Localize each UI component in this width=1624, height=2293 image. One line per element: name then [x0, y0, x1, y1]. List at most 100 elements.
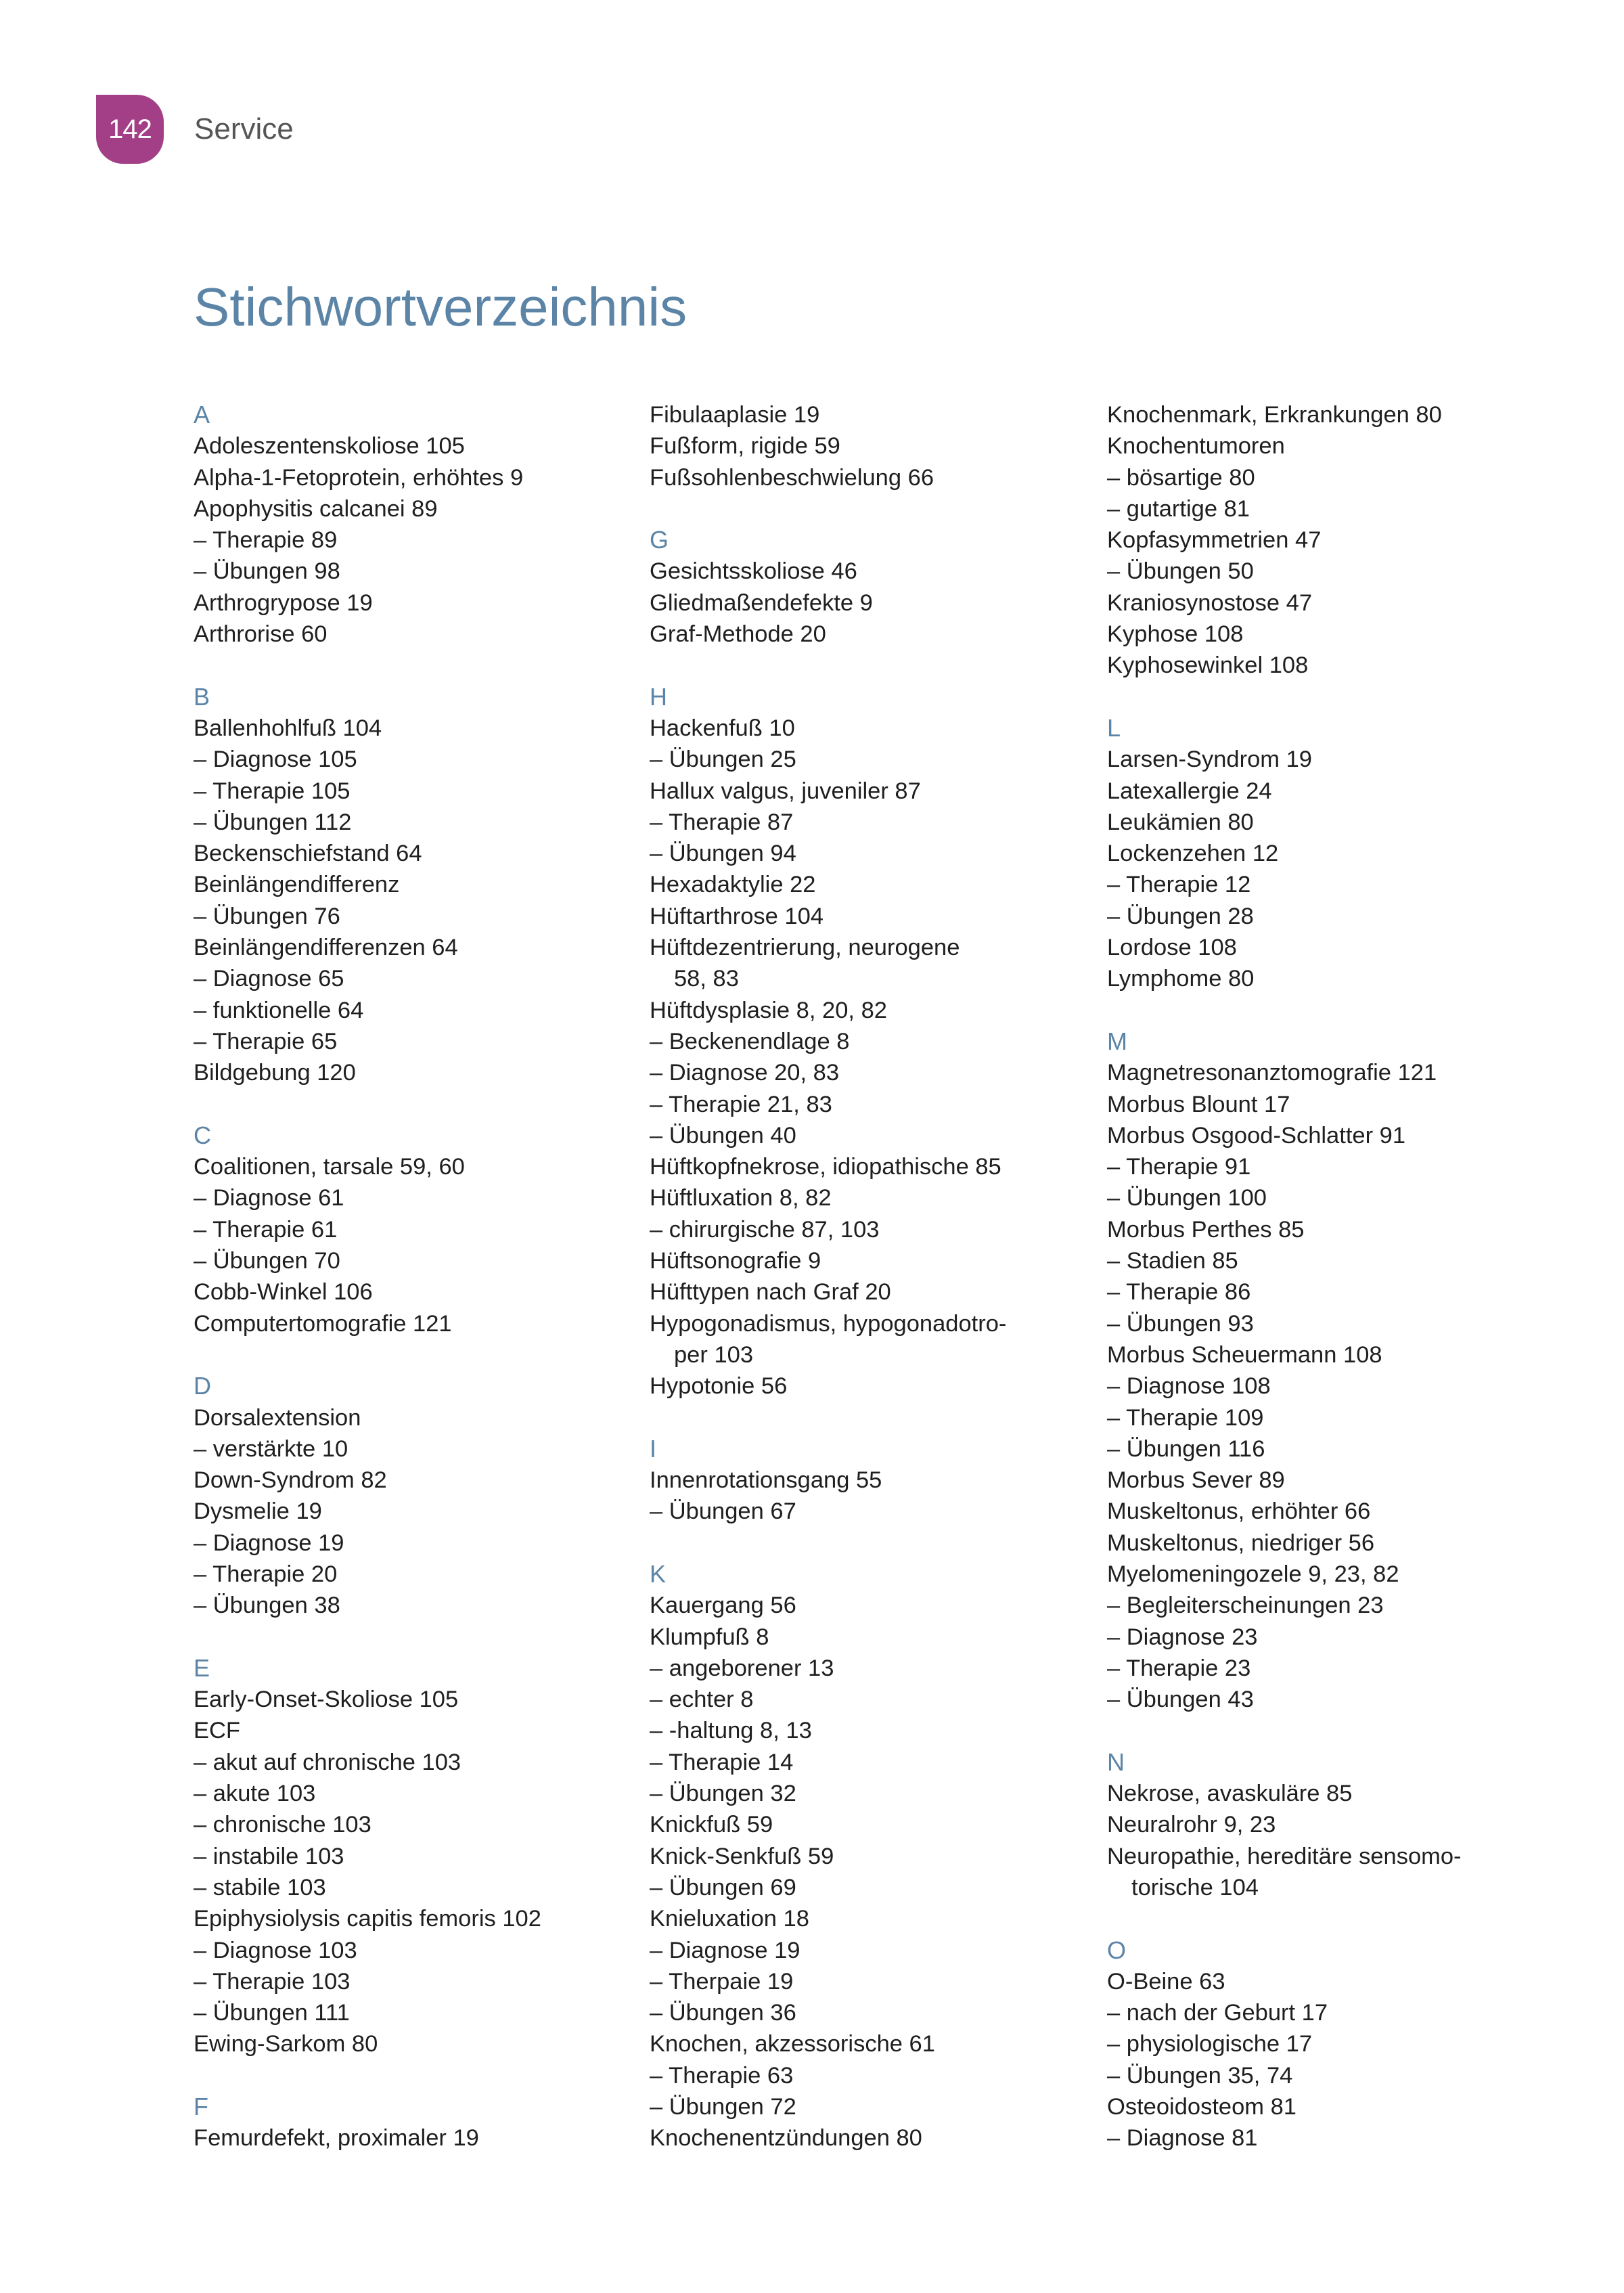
index-subentry: – Diagnose 19: [194, 1530, 344, 1556]
index-entry: Kyphose 108: [1107, 621, 1244, 648]
index-subentry: – Übungen 36: [650, 2000, 796, 2026]
index-subentry: – Übungen 94: [650, 841, 796, 867]
index-entry: Hackenfuß 10: [650, 715, 795, 741]
index-entry: Innenrotationsgang 55: [650, 1467, 882, 1494]
index-entry: Neuropathie, hereditäre sensomo-: [1107, 1843, 1462, 1869]
index-entry: Cobb-Winkel 106: [194, 1279, 373, 1306]
group-gap: [650, 493, 1069, 525]
index-subentry: – Diagnose 61: [194, 1185, 344, 1211]
index-subentry: – gutartige 81: [1107, 495, 1250, 522]
index-entry: Latexallergie 24: [1107, 778, 1272, 804]
index-entry: Hallux valgus, juveniler 87: [650, 778, 921, 804]
index-subentry: – bösartige 80: [1107, 464, 1255, 491]
page-number: 142: [108, 114, 152, 144]
index-entry: Morbus Osgood-Schlatter 91: [1107, 1122, 1406, 1149]
group-gap: [1107, 1715, 1527, 1746]
index-entry: Morbus Blount 17: [1107, 1091, 1290, 1117]
index-entry: Bildgebung 120: [194, 1060, 356, 1086]
index-subentry: – nach der Geburt 17: [1107, 2000, 1328, 2026]
index-subentry: – Übungen 70: [194, 1248, 340, 1274]
index-subentry: – Therapie 89: [194, 527, 338, 554]
index-entry: Hüftluxation 8, 82: [650, 1185, 832, 1211]
index-column: A Adoleszentenskoliose 105 Alpha-1-Fetopro…: [194, 399, 613, 2154]
index-subentry: – chirurgische 87, 103: [650, 1216, 880, 1243]
index-entry: Apophysitis calcanei 89: [194, 495, 438, 522]
index-entry: Beckenschiefstand 64: [194, 841, 422, 867]
index-letter-heading: F: [194, 2093, 208, 2121]
index-subentry: – Therapie 86: [1107, 1279, 1251, 1306]
index-subentry: – Übungen 69: [650, 1874, 796, 1900]
index-entry: Knochen, akzessorische 61: [650, 2031, 935, 2057]
index-subentry: – Übungen 93: [1107, 1310, 1254, 1337]
index-subentry: – physiologische 17: [1107, 2031, 1313, 2057]
index-entry: Knieluxation 18: [650, 1906, 809, 1932]
index-entry: Osteoidosteom 81: [1107, 2094, 1296, 2120]
index-subentry: – akute 103: [194, 1781, 316, 1807]
index-subentry: – Übungen 111: [194, 2000, 350, 2026]
index-subentry: – Übungen 72: [650, 2094, 796, 2120]
group-gap: [650, 1528, 1069, 1559]
index-entry: Alpha-1-Fetoprotein, erhöhtes 9: [194, 464, 524, 491]
index-subentry: – Übungen 43: [1107, 1687, 1254, 1713]
index-subentry: – Diagnose 105: [194, 747, 357, 773]
index-entry: Hüftsonografie 9: [650, 1248, 821, 1274]
index-subentry: – chronische 103: [194, 1812, 371, 1838]
index-entry: ECF: [194, 1718, 240, 1744]
index-entry: Beinlängendifferenzen 64: [194, 935, 458, 961]
index-subentry: – angeborener 13: [650, 1655, 834, 1681]
index-entry: Fußsohlenbeschwielung 66: [650, 464, 934, 491]
index-entry: Hexadaktylie 22: [650, 872, 816, 898]
index-subentry: – Therapie 103: [194, 1968, 351, 1995]
index-subentry: – Übungen 50: [1107, 558, 1254, 585]
index-subentry: – verstärkte 10: [194, 1435, 348, 1462]
index-subentry: – Übungen 67: [650, 1498, 796, 1525]
index-letter-heading: B: [194, 682, 210, 711]
page-title: Stichwortverzeichnis: [194, 277, 687, 337]
index-entry: Morbus Sever 89: [1107, 1467, 1285, 1494]
index-entry: Fußform, rigide 59: [650, 433, 840, 460]
index-entry: Leukämien 80: [1107, 809, 1254, 835]
index-subentry: – Therapie 20: [194, 1561, 338, 1587]
index-letter-heading: E: [194, 1653, 210, 1682]
index-entry: Nekrose, avaskuläre 85: [1107, 1781, 1353, 1807]
index-entry: Morbus Scheuermann 108: [1107, 1341, 1382, 1368]
index-subentry: – Therapie 23: [1107, 1655, 1251, 1681]
index-entry: Hüftdezentrierung, neurogene: [650, 935, 960, 961]
index-subentry: – Übungen 116: [1107, 1435, 1265, 1462]
index-subentry: – Diagnose 19: [650, 1937, 800, 1963]
index-entry: Hüftdysplasie 8, 20, 82: [650, 997, 887, 1023]
index-letter-heading: I: [650, 1434, 657, 1463]
index-entry: Muskeltonus, niedriger 56: [1107, 1530, 1375, 1556]
group-gap: [1107, 682, 1527, 713]
index-subentry: – Therapie 65: [194, 1028, 338, 1054]
index-subentry: – Diagnose 108: [1107, 1373, 1271, 1400]
index-entry: Coalitionen, tarsale 59, 60: [194, 1154, 465, 1180]
group-gap: [650, 1402, 1069, 1433]
group-gap: [650, 650, 1069, 681]
index-entry: Gesichtsskoliose 46: [650, 558, 857, 585]
index-subentry: – Stadien 85: [1107, 1248, 1238, 1274]
index-entry: Ewing-Sarkom 80: [194, 2031, 378, 2057]
index-letter-heading: C: [194, 1121, 211, 1149]
index-entry: Lordose 108: [1107, 935, 1237, 961]
group-gap: [194, 650, 613, 681]
index-entry: Lockenzehen 12: [1107, 841, 1279, 867]
index-entry: Arthrorise 60: [194, 621, 328, 648]
index-entry: Dysmelie 19: [194, 1498, 322, 1525]
group-gap: [194, 2060, 613, 2091]
index-subentry: – Übungen 28: [1107, 903, 1254, 929]
index-letter-heading: D: [194, 1372, 211, 1400]
index-entry: Hypotonie 56: [650, 1373, 788, 1400]
index-subentry: – Diagnose 20, 83: [650, 1060, 840, 1086]
index-subentry: – Therapie 63: [650, 2062, 794, 2089]
index-entry: Adoleszentenskoliose 105: [194, 433, 465, 460]
index-subentry: – echter 8: [650, 1687, 754, 1713]
index-entry: Computertomografie 121: [194, 1310, 452, 1337]
index-entry: Ballenhohlfuß 104: [194, 715, 382, 741]
index-subentry: – Diagnose 65: [194, 966, 344, 992]
index-subentry: – Übungen 40: [650, 1122, 796, 1149]
group-gap: [1107, 1903, 1527, 1934]
index-entry: Kopfasymmetrien 47: [1107, 527, 1322, 554]
index-entry: Magnetresonanztomografie 121: [1107, 1060, 1437, 1086]
index-entry: Beinlängendifferenz: [194, 872, 400, 898]
